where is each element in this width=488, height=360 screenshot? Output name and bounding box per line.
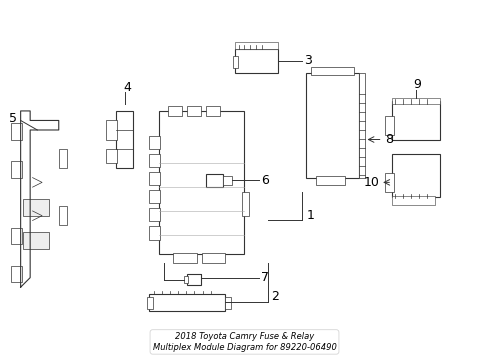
- Text: 5: 5: [9, 112, 17, 125]
- Bar: [59, 149, 67, 168]
- Text: 9: 9: [413, 78, 421, 91]
- Bar: [149, 154, 160, 167]
- Bar: [149, 226, 160, 239]
- Bar: [206, 106, 219, 116]
- Bar: [232, 56, 238, 68]
- Bar: [358, 73, 364, 177]
- Bar: [391, 98, 439, 104]
- Bar: [384, 116, 393, 135]
- Bar: [384, 173, 393, 192]
- Bar: [149, 208, 160, 221]
- Text: 2018 Toyota Camry Fuse & Relay
Multiplex Module Diagram for 89220-06490: 2018 Toyota Camry Fuse & Relay Multiplex…: [152, 332, 336, 352]
- Text: 1: 1: [306, 209, 314, 222]
- Bar: [149, 190, 160, 203]
- Bar: [23, 199, 49, 216]
- Bar: [391, 196, 434, 205]
- Bar: [187, 106, 200, 116]
- Bar: [187, 274, 200, 285]
- Bar: [168, 106, 181, 116]
- Bar: [235, 42, 277, 49]
- Bar: [106, 121, 117, 140]
- Bar: [225, 297, 231, 309]
- Text: 10: 10: [363, 176, 379, 189]
- Bar: [242, 192, 249, 216]
- Bar: [206, 174, 223, 187]
- Bar: [11, 266, 21, 282]
- Bar: [306, 73, 358, 177]
- Bar: [149, 136, 160, 149]
- Text: 2: 2: [270, 290, 278, 303]
- Bar: [315, 176, 344, 185]
- Bar: [146, 297, 152, 309]
- Bar: [310, 67, 353, 75]
- Text: 3: 3: [304, 54, 311, 67]
- Bar: [173, 253, 197, 264]
- Bar: [11, 123, 21, 140]
- Text: 6: 6: [261, 174, 268, 187]
- Bar: [59, 206, 67, 225]
- Bar: [11, 228, 21, 244]
- Bar: [11, 161, 21, 177]
- Bar: [391, 154, 439, 197]
- Bar: [23, 233, 49, 249]
- Bar: [159, 111, 244, 254]
- Bar: [106, 149, 117, 163]
- Bar: [223, 176, 231, 185]
- Bar: [201, 253, 225, 264]
- Text: 8: 8: [384, 133, 392, 146]
- Bar: [391, 102, 439, 140]
- Bar: [116, 111, 132, 168]
- Bar: [235, 49, 277, 73]
- Bar: [183, 276, 188, 283]
- Text: 4: 4: [123, 81, 131, 94]
- Bar: [149, 172, 160, 185]
- Bar: [149, 294, 225, 311]
- Text: 7: 7: [261, 271, 268, 284]
